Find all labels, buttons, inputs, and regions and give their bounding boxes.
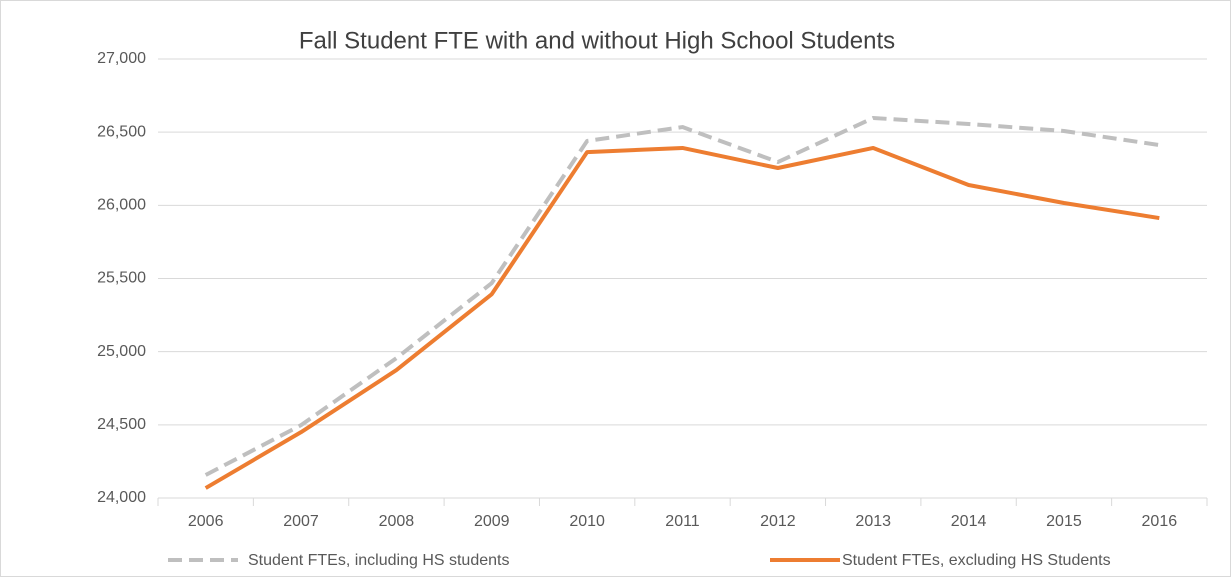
chart-title: Fall Student FTE with and without High S… [299,27,895,54]
y-tick-label: 26,000 [97,197,146,214]
y-tick-label: 24,000 [97,489,146,506]
x-tick-label: 2009 [474,513,510,530]
series-line [204,115,1160,477]
x-tick-label: 2006 [188,513,224,530]
x-tick-label: 2010 [569,513,605,530]
y-tick-label: 26,500 [97,123,146,140]
legend-label: Student FTEs, including HS students [248,552,509,569]
x-tick-label: 2014 [951,513,987,530]
x-tick-label: 2008 [379,513,415,530]
x-tick-label: 2007 [283,513,319,530]
x-tick-label: 2015 [1046,513,1082,530]
x-tick-label: 2011 [665,513,700,530]
y-tick-label: 25,000 [97,343,146,360]
series-line [204,145,1160,490]
legend-label: Student FTEs, excluding HS Students [842,552,1111,569]
y-tick-label: 25,500 [97,270,146,287]
y-tick-label: 24,500 [97,416,146,433]
x-tick-label: 2016 [1142,513,1178,530]
x-tick-label: 2012 [760,513,796,530]
y-tick-label: 27,000 [97,50,146,67]
x-tick-label: 2013 [855,513,891,530]
